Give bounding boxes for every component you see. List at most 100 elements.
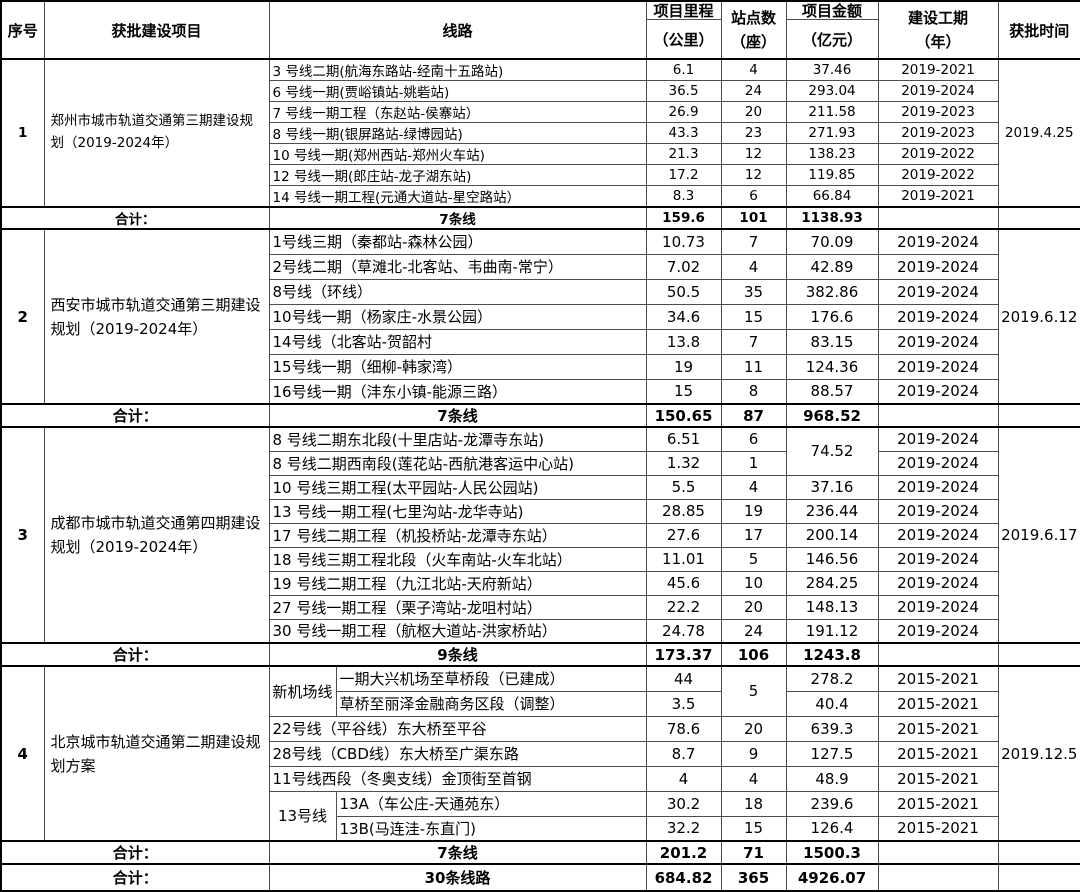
line-name: 10 号线三期工程(太平园站-人民公园站) bbox=[268, 474, 647, 500]
stations-value: 7 bbox=[720, 228, 787, 255]
table-row: 草桥至丽泽金融商务区段（调整） 3.5 40.4 2015-2021 bbox=[1, 690, 1080, 717]
table-row: 2号线二期（草滩北-北客站、韦曲南-常宁） 7.02 4 42.89 2019-… bbox=[1, 253, 1080, 280]
mileage-value: 32.2 bbox=[645, 815, 722, 842]
header-project: 获批建设项目 bbox=[43, 0, 270, 60]
total-mileage: 173.37 bbox=[645, 642, 722, 667]
period-value: 2019-2024 bbox=[877, 570, 999, 596]
line-name: 13A（车公庄-天通苑东） bbox=[335, 790, 647, 817]
mileage-value: 7.02 bbox=[645, 253, 722, 280]
amount-value: 88.57 bbox=[785, 378, 879, 405]
period-value: 2019-2024 bbox=[877, 522, 999, 548]
stations-value: 4 bbox=[720, 253, 787, 280]
grand-total-period-empty bbox=[877, 863, 999, 892]
stations-value: 23 bbox=[720, 122, 787, 144]
period-value: 2015-2021 bbox=[877, 765, 999, 792]
amount-value: 271.93 bbox=[785, 122, 879, 144]
mileage-value: 15 bbox=[645, 378, 722, 405]
project-name: 北京城市轨道交通第二期建设规划方案 bbox=[43, 665, 270, 842]
period-value: 2019-2023 bbox=[877, 101, 999, 123]
total-label: 合计： bbox=[0, 403, 270, 428]
grand-total-approval-empty bbox=[997, 863, 1080, 892]
mileage-value: 44 bbox=[645, 665, 722, 692]
stations-value: 17 bbox=[720, 522, 787, 548]
header-period-unit: （年） bbox=[915, 33, 961, 51]
total-stations: 106 bbox=[720, 642, 787, 667]
line-name: 8 号线二期东北段(十里店站-龙潭寺东站) bbox=[268, 426, 647, 452]
mileage-value: 26.9 bbox=[645, 101, 722, 123]
line-name: 12 号线一期(郎庄站-龙子湖东站) bbox=[268, 164, 647, 186]
period-value: 2019-2024 bbox=[877, 426, 999, 452]
header-mileage-unit: （公里） bbox=[653, 30, 714, 49]
period-value: 2015-2021 bbox=[877, 790, 999, 817]
amount-value: 148.13 bbox=[785, 594, 879, 620]
stations-value: 20 bbox=[720, 101, 787, 123]
line-name: 27 号线一期工程（栗子湾站-龙咀村站） bbox=[268, 594, 647, 620]
header-stations-unit: （座） bbox=[731, 33, 777, 51]
approval-date: 2019.12.5 bbox=[997, 665, 1080, 842]
total-label: 合计： bbox=[0, 840, 270, 865]
total-stations: 71 bbox=[720, 840, 787, 865]
table-row: 19 号线二期工程（九江北站-天府新站） 45.6 10 284.25 2019… bbox=[1, 570, 1080, 596]
period-value: 2019-2024 bbox=[877, 253, 999, 280]
total-label: 合计： bbox=[0, 206, 270, 230]
amount-value: 66.84 bbox=[785, 185, 879, 208]
stations-value: 10 bbox=[720, 570, 787, 596]
amount-value: 278.2 bbox=[785, 665, 879, 692]
line-name: 7 号线一期工程（东赵站-侯寨站） bbox=[268, 101, 647, 123]
stations-value: 7 bbox=[720, 328, 787, 355]
line-name: 18 号线三期工程北段（火车南站-火车北站） bbox=[268, 546, 647, 572]
table-row: 13B(马连洼-东直门) 32.2 15 126.4 2015-2021 bbox=[1, 815, 1080, 842]
stations-value: 6 bbox=[720, 426, 787, 452]
grand-total-mileage: 684.82 bbox=[645, 863, 722, 892]
table-row: 11号线西段（冬奥支线）金顶街至首钢 4 4 48.9 2015-2021 bbox=[1, 765, 1080, 792]
amount-value: 37.16 bbox=[785, 474, 879, 500]
period-value: 2019-2024 bbox=[877, 546, 999, 572]
total-period-empty bbox=[877, 642, 999, 667]
row-index: 1 bbox=[0, 58, 45, 208]
row-index: 2 bbox=[0, 228, 45, 405]
stations-value: 11 bbox=[720, 353, 787, 380]
period-value: 2015-2021 bbox=[877, 665, 999, 692]
row-index: 3 bbox=[0, 426, 45, 644]
total-label: 合计： bbox=[0, 642, 270, 667]
period-value: 2019-2024 bbox=[877, 474, 999, 500]
stations-value: 24 bbox=[720, 80, 787, 102]
table-row: 8 号线二期西南段(莲花站-西航港客运中心站) 1.32 1 2019-2024 bbox=[1, 450, 1080, 476]
stations-value: 24 bbox=[720, 618, 787, 644]
line-group-name: 新机场线 bbox=[268, 665, 337, 717]
amount-value: 70.09 bbox=[785, 228, 879, 255]
mileage-value: 27.6 bbox=[645, 522, 722, 548]
header-mileage: 项目里程 （公里） bbox=[645, 0, 722, 60]
period-value: 2019-2024 bbox=[877, 328, 999, 355]
line-name: 2号线二期（草滩北-北客站、韦曲南-常宁） bbox=[268, 253, 647, 280]
project-name: 郑州市城市轨道交通第三期建设规划（2019-2024年） bbox=[43, 58, 270, 208]
mileage-value: 1.32 bbox=[645, 450, 722, 476]
period-value: 2019-2024 bbox=[877, 594, 999, 620]
header-row: 序号 获批建设项目 线路 项目里程 （公里） 站点数 （座） 项目金额 （亿元）… bbox=[0, 0, 1080, 60]
line-name: 13 号线一期工程(七里沟站-龙华寺站) bbox=[268, 498, 647, 524]
line-name: 14 号线一期工程(元通大道站-星空路站） bbox=[268, 185, 647, 208]
period-value: 2015-2021 bbox=[877, 815, 999, 842]
amount-value: 138.23 bbox=[785, 143, 879, 165]
amount-value: 200.14 bbox=[785, 522, 879, 548]
total-mileage: 201.2 bbox=[645, 840, 722, 865]
table-row: 10 号线三期工程(太平园站-人民公园站) 5.5 4 37.16 2019-2… bbox=[1, 474, 1080, 500]
line-name: 一期大兴机场至草桥段（已建成） bbox=[335, 665, 647, 692]
total-lines: 9条线 bbox=[268, 642, 647, 667]
amount-value: 293.04 bbox=[785, 80, 879, 102]
mileage-value: 24.78 bbox=[645, 618, 722, 644]
table-row: 10 号线一期(郑州西站-郑州火车站) 21.3 12 138.23 2019-… bbox=[1, 143, 1080, 165]
table-row: 12 号线一期(郎庄站-龙子湖东站) 17.2 12 119.85 2019-2… bbox=[1, 164, 1080, 186]
amount-value: 83.15 bbox=[785, 328, 879, 355]
period-value: 2019-2022 bbox=[877, 143, 999, 165]
line-name: 1号线三期（秦都站-森林公园） bbox=[268, 228, 647, 255]
section-total-row: 合计： 7条线 150.65 87 968.52 bbox=[0, 403, 1080, 428]
period-value: 2019-2024 bbox=[877, 80, 999, 102]
amount-value: 40.4 bbox=[785, 690, 879, 717]
line-name: 14号线（北客站-贺韶村 bbox=[268, 328, 647, 355]
line-name: 11号线西段（冬奥支线）金顶街至首钢 bbox=[268, 765, 647, 792]
amount-value: 127.5 bbox=[785, 740, 879, 767]
total-amount: 1138.93 bbox=[785, 206, 879, 230]
grand-total-amount: 4926.07 bbox=[785, 863, 879, 892]
total-stations: 87 bbox=[720, 403, 787, 428]
